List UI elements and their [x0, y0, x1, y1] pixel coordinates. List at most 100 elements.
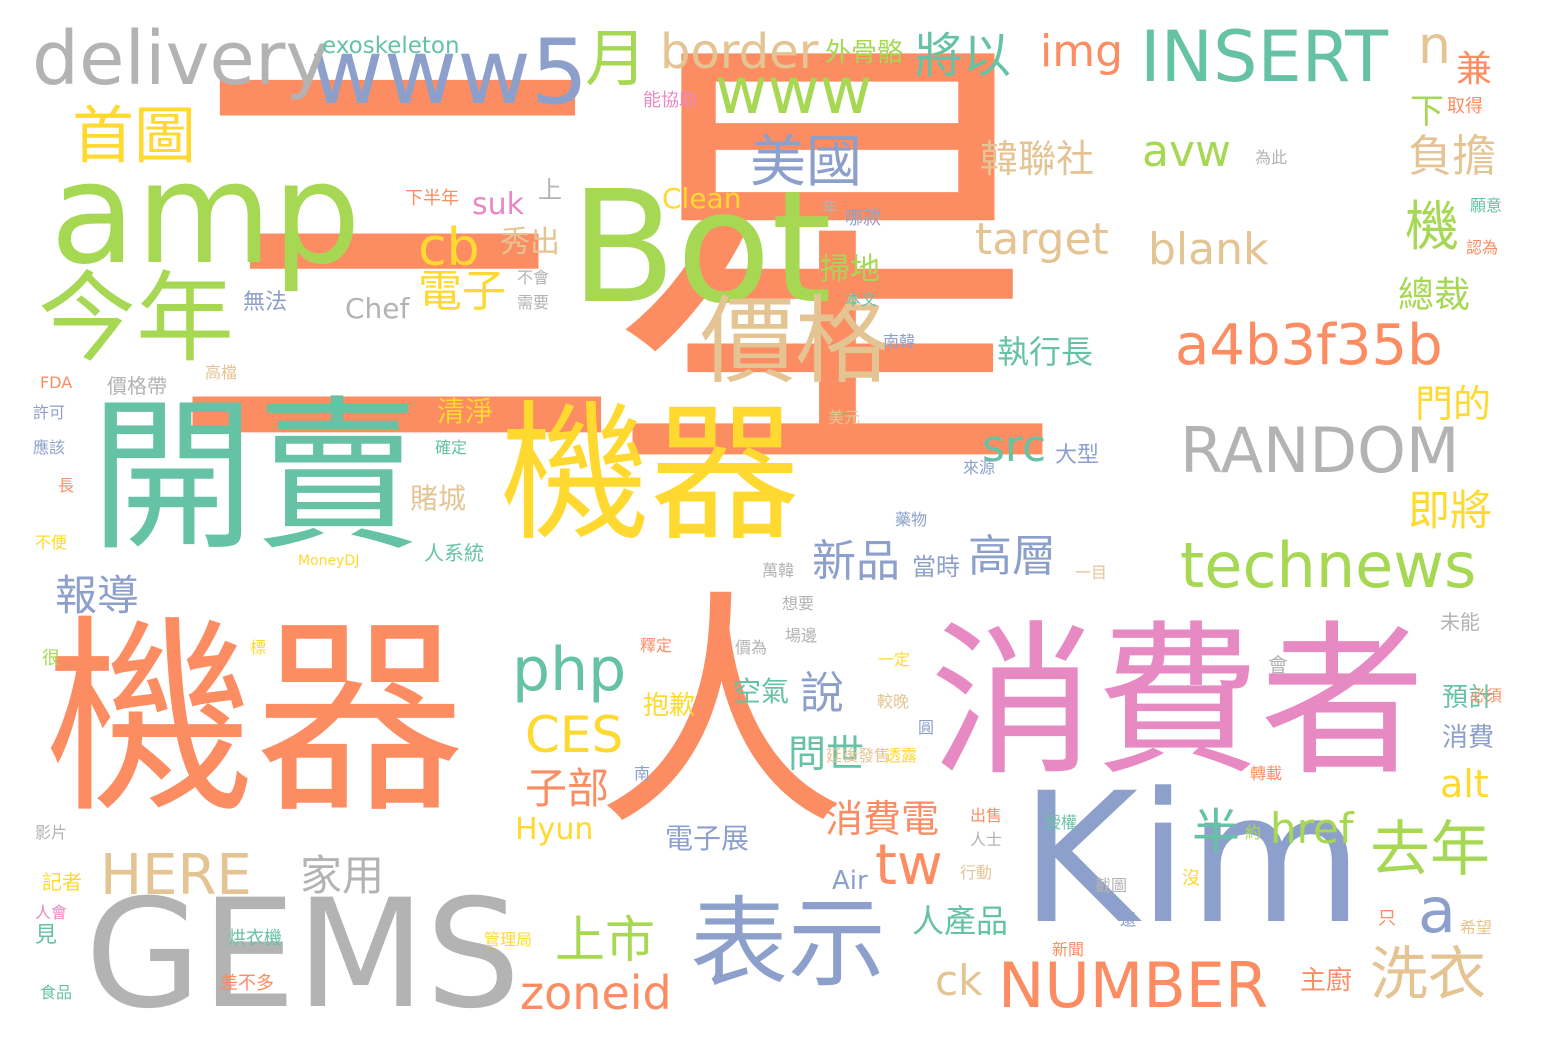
word: 想要	[782, 594, 815, 613]
word: alt	[1440, 762, 1489, 806]
word: 美元	[828, 408, 861, 427]
word: technews	[1180, 529, 1477, 602]
word: img	[1040, 26, 1124, 77]
word: 標	[250, 638, 267, 657]
word: avw	[1142, 126, 1231, 177]
word: 預計	[1442, 683, 1495, 713]
word: ck	[935, 956, 983, 1005]
word: Chef	[345, 292, 410, 325]
word: 消費	[1442, 723, 1495, 753]
word: Clean	[662, 182, 742, 215]
word: a4b3f35b	[1175, 313, 1443, 378]
word: 一定	[878, 650, 911, 669]
word: 抱歉	[643, 691, 696, 721]
word: 本文	[845, 290, 878, 309]
word: 透露	[885, 746, 918, 765]
word: CES	[525, 706, 624, 764]
word: n	[1418, 16, 1451, 76]
word: 韓聯社	[980, 137, 1095, 181]
word: 差不多	[220, 973, 274, 994]
word: 較晚	[877, 692, 910, 711]
word: 會	[1268, 653, 1288, 677]
word: blank	[1148, 224, 1269, 275]
word: GEMS	[85, 868, 521, 1042]
word: a	[1418, 874, 1456, 947]
word: 下半年	[405, 188, 459, 209]
word: 機	[1405, 195, 1459, 258]
word: href	[1270, 804, 1354, 853]
word: 人系統	[424, 541, 484, 565]
word: 授權	[1045, 813, 1078, 832]
word: 機器	[45, 597, 466, 842]
word: 報導	[55, 571, 140, 620]
word: Air	[832, 866, 868, 896]
word: src	[982, 421, 1047, 472]
word: target	[975, 214, 1109, 265]
word: border	[660, 24, 819, 80]
word: RANDOM	[1180, 414, 1460, 487]
word: NUMBER	[998, 949, 1269, 1022]
word: 不會	[517, 268, 550, 287]
word: 還	[1120, 910, 1137, 929]
word: 月	[585, 22, 648, 95]
word: 人	[596, 569, 846, 860]
word: 下	[1410, 92, 1444, 132]
word: 哪款	[845, 208, 881, 229]
word: 沒	[1182, 868, 1200, 889]
word: 美國	[750, 130, 862, 195]
word: 藥物	[895, 510, 928, 529]
word: 兼	[1456, 49, 1493, 90]
word: Bot	[570, 157, 832, 338]
word: 清淨	[437, 395, 494, 428]
word: INSERT	[1140, 16, 1388, 98]
word: 掃地	[820, 252, 880, 287]
word: exoskeleton	[322, 33, 460, 59]
word: 只	[1378, 908, 1396, 929]
word: www5	[310, 20, 589, 125]
word: 當時	[912, 553, 960, 581]
word: 買單	[228, 88, 261, 107]
word: 價格帶	[107, 374, 167, 398]
word: 年	[822, 198, 839, 217]
word: 半	[1192, 804, 1241, 860]
word: 來源	[963, 458, 996, 477]
word: 許可	[33, 403, 66, 422]
word: 無法	[243, 290, 288, 315]
word: 見	[35, 923, 58, 948]
word: 電子展	[665, 822, 750, 855]
word: 認為	[1466, 238, 1499, 257]
word: 高檔	[205, 363, 238, 382]
word: 家用	[300, 851, 385, 900]
word: 人產品	[912, 902, 1009, 940]
word: 延後發售	[826, 746, 891, 765]
word: 消費者	[930, 606, 1425, 798]
word: delivery	[32, 16, 330, 102]
word: 必須	[1470, 686, 1503, 705]
word: 機器	[500, 388, 801, 562]
word: tw	[875, 833, 943, 898]
word: 價格	[700, 287, 891, 397]
word: 門的	[1415, 382, 1492, 426]
word: 行動	[960, 863, 993, 882]
word: 為此	[1255, 148, 1288, 167]
word: 高層	[968, 531, 1056, 582]
word: 希望	[1460, 918, 1493, 937]
word: 人士	[970, 830, 1003, 849]
word: 上	[538, 176, 562, 204]
word: 食品	[40, 983, 73, 1002]
word: 不便	[35, 533, 68, 552]
word: 釋定	[640, 636, 673, 655]
word: 很	[42, 648, 60, 669]
word: HERE	[100, 843, 252, 908]
word: 首圖	[72, 99, 197, 172]
word: 上市	[555, 911, 655, 969]
word: 長	[58, 476, 75, 495]
word: MoneyDJ	[298, 553, 360, 569]
word: 應該	[33, 438, 66, 457]
word: 即將	[1408, 486, 1493, 535]
word: 價為	[735, 638, 768, 657]
word: 烘衣機	[228, 928, 282, 949]
word: 新品	[812, 536, 900, 587]
word: 能協助	[643, 90, 697, 111]
